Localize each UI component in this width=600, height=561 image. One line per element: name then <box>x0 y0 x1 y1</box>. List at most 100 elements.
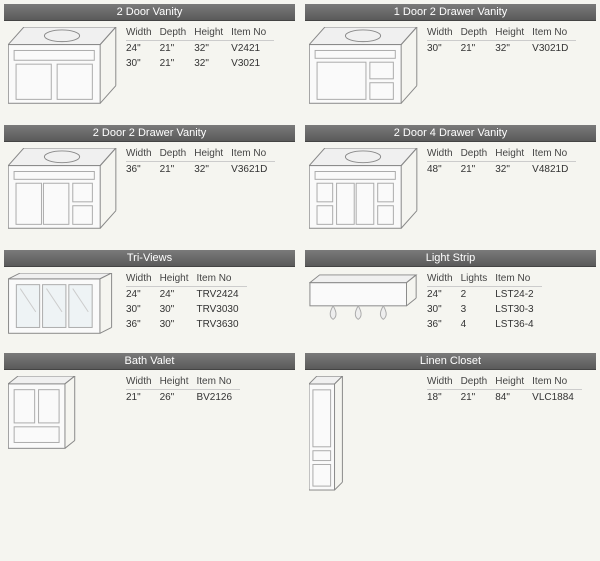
card-title: 2 Door 2 Drawer Vanity <box>4 125 295 142</box>
table-cell: V3021D <box>532 41 576 57</box>
spec-table: WidthHeightItem No24"24"TRV242430"30"TRV… <box>126 273 247 332</box>
vanity-2d2dr-icon <box>8 148 118 240</box>
table-cell: 18" <box>427 390 461 406</box>
column-header: Width <box>427 376 461 390</box>
column-header: Item No <box>495 273 541 287</box>
card-title: 1 Door 2 Drawer Vanity <box>305 4 596 21</box>
table-cell: TRV3030 <box>196 302 246 317</box>
catalog-card: 2 Door 2 Drawer VanityWidthDepthHeightIt… <box>4 125 295 244</box>
linen-closet-icon <box>309 376 419 496</box>
catalog-card: 2 Door VanityWidthDepthHeightItem No24"2… <box>4 4 295 119</box>
table-cell: LST36-4 <box>495 317 541 332</box>
column-header: Height <box>495 376 532 390</box>
card-body: WidthHeightItem No24"24"TRV242430"30"TRV… <box>4 267 295 347</box>
column-header: Depth <box>461 27 496 41</box>
table-cell: 84" <box>495 390 532 406</box>
table-cell: 24" <box>427 287 461 303</box>
table-cell: 2 <box>461 287 496 303</box>
table-cell: TRV3630 <box>196 317 246 332</box>
table-row: 36"21"32"V3621D <box>126 162 275 178</box>
catalog-card: Bath ValetWidthHeightItem No21"26"BV2126 <box>4 353 295 500</box>
column-header: Item No <box>532 27 576 41</box>
card-title: Bath Valet <box>4 353 295 370</box>
table-cell: 21" <box>160 41 195 57</box>
card-body: WidthDepthHeightItem No18"21"84"VLC1884 <box>305 370 596 500</box>
table-cell: V4821D <box>532 162 576 178</box>
table-cell: 24" <box>160 287 197 303</box>
table-row: 18"21"84"VLC1884 <box>427 390 582 406</box>
spec-table: WidthLightsItem No24"2LST24-230"3LST30-3… <box>427 273 542 332</box>
tri-views-icon <box>8 273 118 343</box>
card-body: WidthDepthHeightItem No48"21"32"V4821D <box>305 142 596 244</box>
table-cell: 21" <box>126 390 160 406</box>
spec-table: WidthDepthHeightItem No30"21"32"V3021D <box>427 27 576 56</box>
catalog-card: Light StripWidthLightsItem No24"2LST24-2… <box>305 250 596 347</box>
column-header: Width <box>126 376 160 390</box>
card-body: WidthDepthHeightItem No36"21"32"V3621D <box>4 142 295 244</box>
catalog-card: 1 Door 2 Drawer VanityWidthDepthHeightIt… <box>305 4 596 119</box>
table-cell: V2421 <box>231 41 274 57</box>
column-header: Depth <box>160 148 195 162</box>
table-cell: 32" <box>194 41 231 57</box>
table-cell: 24" <box>126 287 160 303</box>
card-title: Linen Closet <box>305 353 596 370</box>
table-cell: 48" <box>427 162 461 178</box>
table-cell: 26" <box>160 390 197 406</box>
table-cell: 21" <box>461 41 496 57</box>
table-cell: TRV2424 <box>196 287 246 303</box>
table-cell: 36" <box>126 317 160 332</box>
table-cell: 3 <box>461 302 496 317</box>
table-cell: 32" <box>495 41 532 57</box>
column-header: Depth <box>461 376 496 390</box>
table-cell: BV2126 <box>196 390 240 406</box>
vanity-2door-icon <box>8 27 118 115</box>
table-cell: 30" <box>427 302 461 317</box>
table-cell: 30" <box>160 302 197 317</box>
table-row: 30"3LST30-3 <box>427 302 542 317</box>
table-row: 36"30"TRV3630 <box>126 317 247 332</box>
table-cell: LST30-3 <box>495 302 541 317</box>
column-header: Item No <box>532 376 582 390</box>
column-header: Width <box>427 27 461 41</box>
column-header: Width <box>126 273 160 287</box>
table-cell: 32" <box>495 162 532 178</box>
table-cell: 21" <box>160 162 195 178</box>
column-header: Height <box>194 27 231 41</box>
table-cell: VLC1884 <box>532 390 582 406</box>
catalog-card: Tri-ViewsWidthHeightItem No24"24"TRV2424… <box>4 250 295 347</box>
table-row: 36"4LST36-4 <box>427 317 542 332</box>
column-header: Depth <box>160 27 195 41</box>
column-header: Item No <box>231 148 275 162</box>
column-header: Width <box>126 148 160 162</box>
table-cell: 36" <box>126 162 160 178</box>
column-header: Height <box>160 376 197 390</box>
spec-table: WidthDepthHeightItem No48"21"32"V4821D <box>427 148 576 177</box>
table-cell: 30" <box>126 302 160 317</box>
table-cell: 36" <box>427 317 461 332</box>
table-cell: 30" <box>427 41 461 57</box>
card-title: 2 Door 4 Drawer Vanity <box>305 125 596 142</box>
column-header: Item No <box>231 27 274 41</box>
spec-table: WidthDepthHeightItem No36"21"32"V3621D <box>126 148 275 177</box>
table-row: 21"26"BV2126 <box>126 390 240 406</box>
table-cell: 30" <box>126 56 160 71</box>
table-cell: 21" <box>160 56 195 71</box>
table-cell: 21" <box>461 162 496 178</box>
spec-table: WidthHeightItem No21"26"BV2126 <box>126 376 240 405</box>
table-row: 30"21"32"V3021D <box>427 41 576 57</box>
column-header: Width <box>126 27 160 41</box>
column-header: Depth <box>461 148 496 162</box>
column-header: Width <box>427 148 461 162</box>
column-header: Item No <box>196 376 240 390</box>
spec-table: WidthDepthHeightItem No24"21"32"V242130"… <box>126 27 274 71</box>
vanity-2d4dr-icon <box>309 148 419 240</box>
table-row: 48"21"32"V4821D <box>427 162 576 178</box>
bath-valet-icon <box>8 376 118 462</box>
table-cell: LST24-2 <box>495 287 541 303</box>
table-cell: 32" <box>194 56 231 71</box>
column-header: Height <box>160 273 197 287</box>
vanity-1d2dr-icon <box>309 27 419 115</box>
light-strip-icon <box>309 273 419 329</box>
column-header: Item No <box>196 273 246 287</box>
card-title: 2 Door Vanity <box>4 4 295 21</box>
